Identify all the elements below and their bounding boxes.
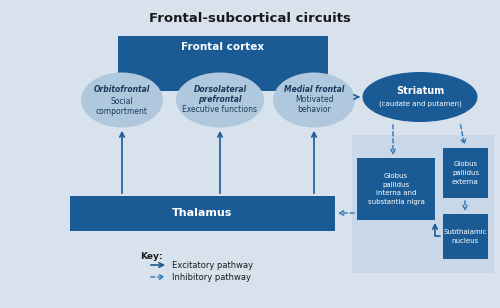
FancyBboxPatch shape: [443, 148, 488, 198]
FancyBboxPatch shape: [352, 135, 494, 273]
Text: Dorsolateral: Dorsolateral: [194, 84, 246, 94]
Text: Key:: Key:: [140, 252, 162, 261]
Text: Subthalamic
nucleus: Subthalamic nucleus: [444, 229, 488, 244]
Text: Inhibitory pathway: Inhibitory pathway: [172, 273, 251, 282]
Ellipse shape: [81, 72, 163, 128]
FancyBboxPatch shape: [443, 214, 488, 259]
Text: prefrontal: prefrontal: [198, 95, 242, 103]
Text: Frontal-subcortical circuits: Frontal-subcortical circuits: [149, 12, 351, 25]
FancyBboxPatch shape: [70, 196, 335, 231]
Text: Frontal cortex: Frontal cortex: [182, 42, 264, 52]
Text: behavior: behavior: [297, 106, 331, 115]
Text: Excitatory pathway: Excitatory pathway: [172, 261, 253, 270]
FancyBboxPatch shape: [118, 36, 328, 91]
Text: (caudate and putamen): (caudate and putamen): [378, 101, 462, 107]
Text: Globus
pallidus
interna and
substantia nigra: Globus pallidus interna and substantia n…: [368, 173, 424, 205]
Text: Social: Social: [110, 96, 134, 106]
Text: Striatum: Striatum: [396, 86, 444, 96]
Text: comportment: comportment: [96, 107, 148, 116]
Ellipse shape: [273, 72, 355, 128]
Text: Globus
pallidus
externa: Globus pallidus externa: [452, 161, 479, 184]
Text: Medial frontal: Medial frontal: [284, 84, 344, 94]
Text: Motivated: Motivated: [295, 95, 333, 104]
Text: Orbitofrontal: Orbitofrontal: [94, 86, 150, 95]
Text: Thalamus: Thalamus: [172, 209, 233, 218]
FancyBboxPatch shape: [357, 158, 435, 220]
Ellipse shape: [176, 72, 264, 128]
Text: Executive functions: Executive functions: [182, 106, 258, 115]
Ellipse shape: [362, 72, 478, 122]
